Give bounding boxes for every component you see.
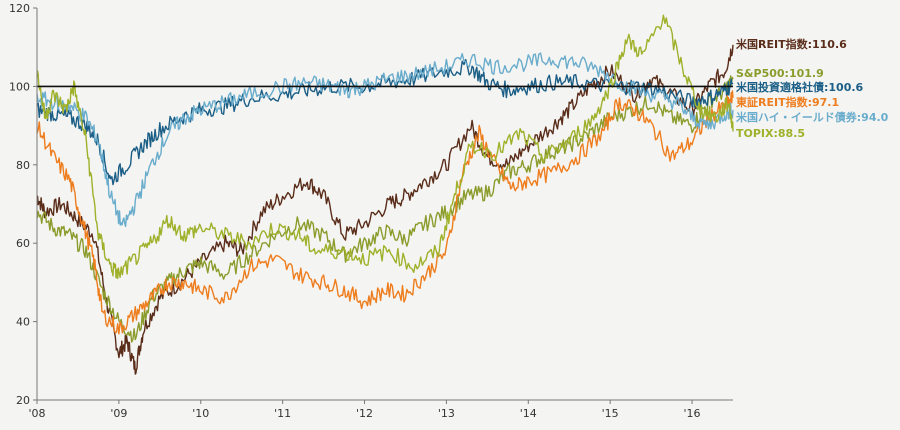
- x-tick-label: '11: [274, 407, 291, 420]
- series-line-2: [36, 58, 734, 186]
- legend-label-0: 米国REIT指数:110.6: [735, 37, 847, 51]
- series-line-4: [36, 52, 734, 228]
- series-line-3: [36, 90, 734, 335]
- legend-label-2: 米国投資適格社債:100.6: [735, 80, 864, 94]
- y-tick-label: 20: [16, 394, 30, 407]
- y-tick-label: 80: [16, 159, 30, 172]
- y-tick-label: 100: [9, 80, 30, 93]
- x-tick-label: '16: [684, 407, 701, 420]
- series-line-1: [36, 75, 734, 343]
- plot-lines: [36, 14, 734, 375]
- legend-label-1: S&P500:101.9: [736, 67, 824, 80]
- series-line-5: [36, 14, 734, 280]
- y-tick-label: 60: [16, 237, 30, 250]
- x-tick-label: '15: [602, 407, 619, 420]
- x-tick-label: '09: [110, 407, 127, 420]
- x-ticks: '08 '09 '10 '11 '12 '13 '14 '15 '16: [28, 400, 701, 420]
- x-tick-label: '14: [520, 407, 537, 420]
- x-tick-label: '12: [356, 407, 373, 420]
- legend-label-5: TOPIX:88.5: [736, 127, 805, 140]
- x-tick-label: '13: [438, 407, 455, 420]
- y-tick-label: 40: [16, 316, 30, 329]
- series-line-0: [36, 44, 734, 375]
- legend: 米国REIT指数:110.6 S&P500:101.9米国投資適格社債:100.6…: [735, 37, 889, 140]
- y-ticks: 20 40 60 80 100 120: [9, 2, 37, 407]
- legend-label-3: 東証REIT指数:97.1: [736, 95, 839, 109]
- x-tick-label: '10: [192, 407, 209, 420]
- legend-label-4: 米国ハイ・イールド債券:94.0: [735, 110, 889, 124]
- y-tick-label: 120: [9, 2, 30, 15]
- x-tick-label: '08: [28, 407, 45, 420]
